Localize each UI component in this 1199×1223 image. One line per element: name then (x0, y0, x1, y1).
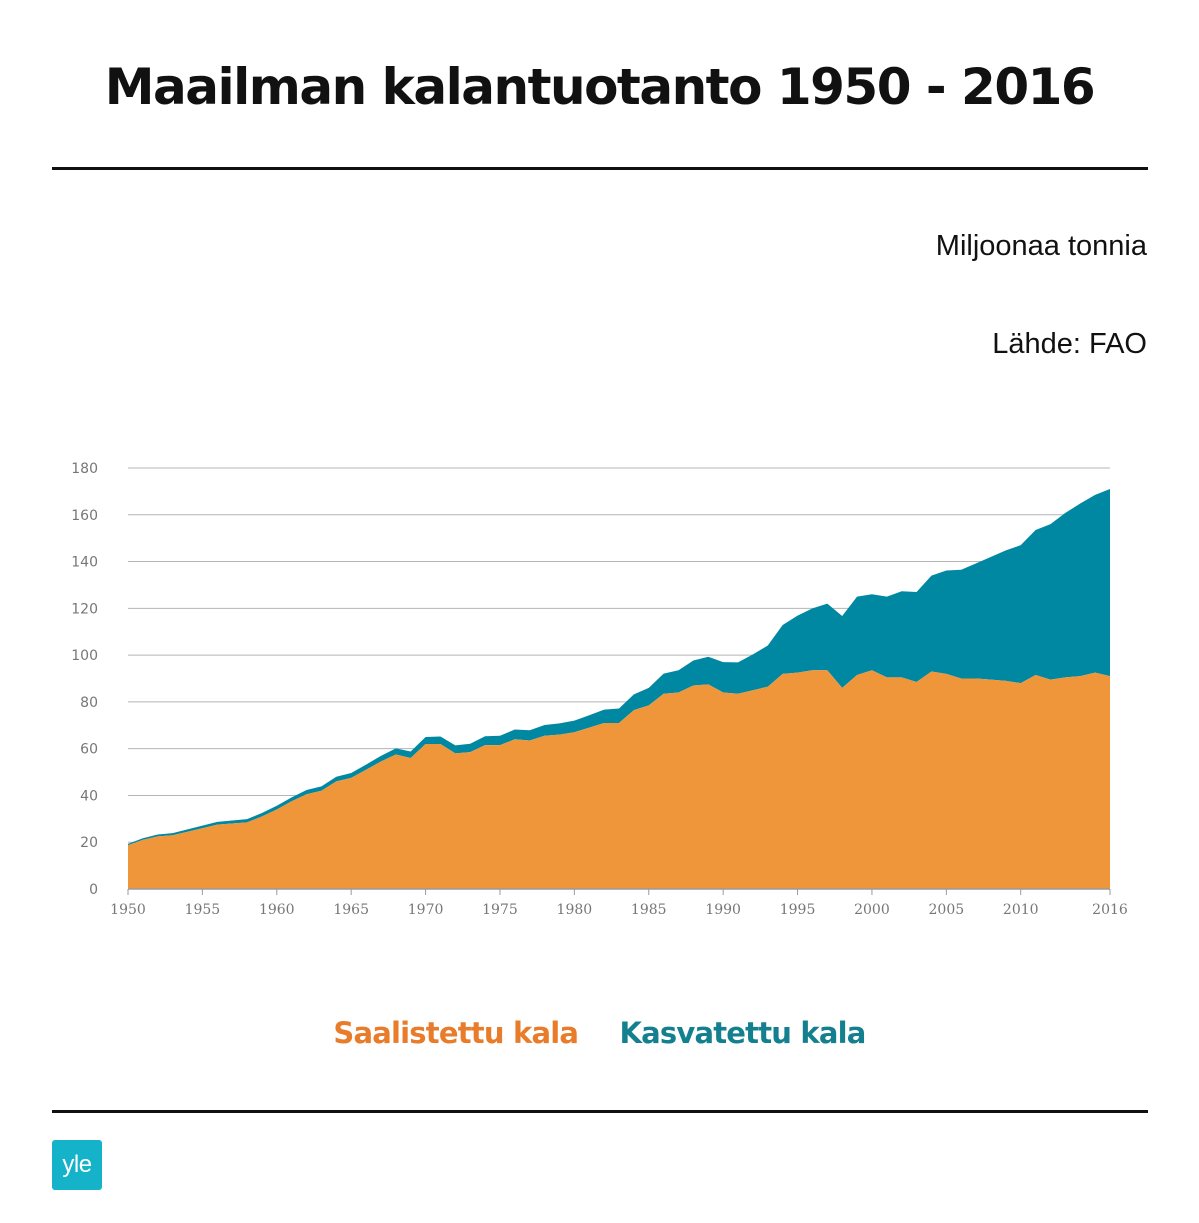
chart-legend: Saalistettu kala Kasvatettu kala (0, 1016, 1199, 1050)
x-tick-label: 1960 (259, 902, 295, 918)
x-tick-label: 1990 (705, 902, 741, 918)
y-tick-label: 140 (71, 555, 98, 571)
x-tick-label: 1965 (333, 902, 369, 918)
y-tick-label: 160 (71, 508, 98, 524)
x-tick-label: 2016 (1092, 902, 1128, 918)
y-tick-label: 20 (80, 835, 98, 851)
y-tick-label: 100 (71, 648, 98, 664)
unit-note: Miljoonaa tonnia (935, 230, 1147, 262)
x-tick-label: 1985 (631, 902, 667, 918)
x-tick-label: 1955 (185, 902, 221, 918)
series-area-captured (128, 670, 1110, 889)
y-tick-label: 60 (80, 742, 98, 758)
y-tick-label: 0 (89, 882, 98, 898)
x-tick-label: 1995 (780, 902, 816, 918)
x-tick-label: 2000 (854, 902, 890, 918)
x-tick-label: 2010 (1003, 902, 1039, 918)
area-chart: 0 20 40 60 80 100 120 140 160 180 1950 1955 1960 1965… (71, 461, 1128, 918)
legend-item-farmed: Kasvatettu kala (619, 1016, 866, 1050)
bottom-divider (52, 1110, 1148, 1113)
page-title: Maailman kalantuotanto 1950 - 2016 (104, 58, 1096, 116)
y-tick-label: 180 (71, 461, 98, 477)
y-tick-label: 120 (71, 601, 98, 617)
x-tick-label: 1975 (482, 902, 518, 918)
legend-item-captured: Saalistettu kala (333, 1016, 579, 1050)
yle-logo: yle (52, 1140, 102, 1190)
x-tick-label: 2005 (929, 902, 965, 918)
x-tick-label: 1980 (557, 902, 593, 918)
x-tick-label: 1950 (110, 902, 146, 918)
x-tick-label: 1970 (408, 902, 444, 918)
series-area-farmed (128, 489, 1110, 846)
y-tick-label: 80 (80, 695, 98, 711)
top-divider (52, 167, 1148, 170)
source-note: Lähde: FAO (992, 328, 1147, 360)
y-tick-label: 40 (80, 788, 98, 804)
